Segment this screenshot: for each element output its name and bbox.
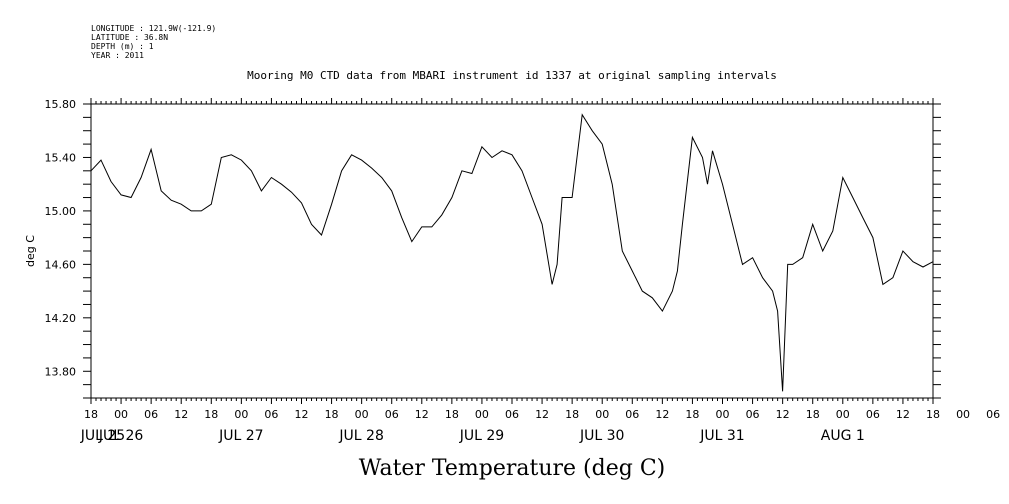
x-hour-label: 00	[114, 408, 128, 421]
x-hour-label: 06	[986, 408, 1000, 421]
x-hour-label: 06	[264, 408, 278, 421]
latitude-text: LATITUDE : 36.8N	[91, 33, 168, 42]
x-date-label: JUL 29	[459, 428, 504, 444]
x-hour-label: 12	[655, 408, 669, 421]
x-date-label: JUL 26	[98, 428, 144, 444]
y-tick-label: 15.80	[45, 98, 77, 111]
x-hour-label: 12	[295, 408, 309, 421]
x-axis-label: Water Temperature (deg C)	[359, 456, 666, 481]
header-meta: LONGITUDE : 121.9W(-121.9) LATITUDE : 36…	[91, 24, 216, 60]
x-hour-label: 12	[174, 408, 188, 421]
x-hour-label: 12	[535, 408, 549, 421]
x-hour-label: 18	[685, 408, 699, 421]
x-hour-label: 00	[956, 408, 970, 421]
x-hour-label: 12	[896, 408, 910, 421]
x-date-label: AUG 1	[821, 428, 865, 444]
x-hour-label: 00	[716, 408, 730, 421]
y-tick-label: 14.60	[45, 258, 77, 271]
x-hour-label: 06	[746, 408, 760, 421]
plot-frame	[90, 103, 934, 399]
y-tick-labels: 15.80 15.40 15.00 14.60 14.20 13.80	[45, 98, 77, 378]
y-tick-label: 13.80	[45, 365, 77, 378]
x-date-label: JUL 28	[338, 428, 383, 444]
x-hour-label: 18	[84, 408, 98, 421]
x-hour-label: 00	[355, 408, 369, 421]
x-hour-label: 06	[385, 408, 399, 421]
y-axis-label: deg C	[24, 235, 37, 267]
year-text: YEAR : 2011	[91, 51, 144, 60]
x-hour-label: 12	[776, 408, 790, 421]
series-line-water-temperature	[90, 113, 934, 392]
x-date-label: JUL 30	[579, 428, 624, 444]
x-hour-label: 00	[234, 408, 248, 421]
x-hour-label: 18	[204, 408, 218, 421]
depth-text: DEPTH (m) : 1	[91, 42, 154, 51]
x-date-label: JUL 27	[218, 428, 263, 444]
x-hour-label: 06	[144, 408, 158, 421]
x-hour-label: 00	[475, 408, 489, 421]
chart-title: Mooring M0 CTD data from MBARI instrumen…	[247, 69, 777, 82]
x-hour-label: 00	[836, 408, 850, 421]
x-date-label: JUL 31	[699, 428, 744, 444]
axis-ticks	[83, 98, 941, 404]
y-tick-label: 15.00	[45, 205, 77, 218]
x-hour-label: 06	[625, 408, 639, 421]
x-date-label: JUL 25	[80, 428, 125, 444]
x-hour-label: 18	[926, 408, 940, 421]
x-hour-label: 12	[415, 408, 429, 421]
x-hour-label: 18	[325, 408, 339, 421]
x-hour-label: 06	[866, 408, 880, 421]
x-hour-label: 18	[445, 408, 459, 421]
x-hour-label: 06	[505, 408, 519, 421]
longitude-text: LONGITUDE : 121.9W(-121.9)	[91, 24, 216, 33]
x-hour-label: 18	[565, 408, 579, 421]
x-hour-label: 00	[595, 408, 609, 421]
x-hour-label: 18	[806, 408, 820, 421]
y-tick-label: 14.20	[45, 312, 77, 325]
y-tick-label: 15.40	[45, 151, 77, 164]
x-hour-labels: 18 00 06 12 18 00 06 12 18 00 06 12 18 00 06 12 18 00 06 12…	[84, 408, 1000, 421]
